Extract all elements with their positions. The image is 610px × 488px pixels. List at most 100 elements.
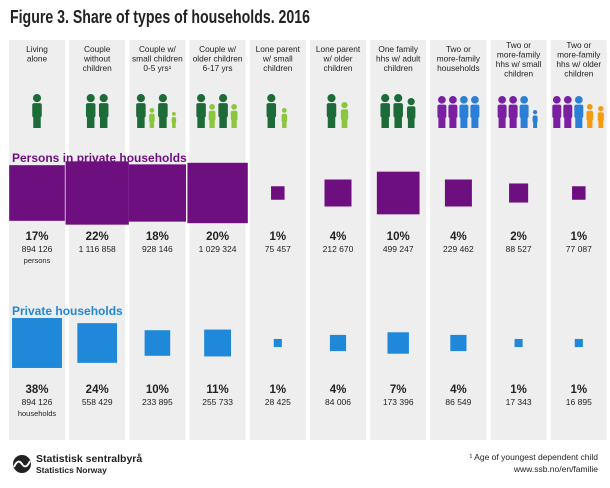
- column-label: small children: [132, 54, 183, 64]
- icon-head: [209, 104, 215, 110]
- icon-head: [219, 94, 228, 103]
- icon-legs: [341, 116, 348, 128]
- share-square: [509, 183, 529, 203]
- column-label: children: [384, 63, 413, 73]
- share-square: [514, 338, 523, 348]
- icon-legs: [327, 112, 336, 128]
- icon-head: [438, 96, 446, 104]
- person-icon: [393, 94, 403, 128]
- title: Figure 3. Share of types of households. …: [10, 7, 310, 27]
- icon-head: [532, 110, 538, 115]
- share-square: [572, 186, 586, 200]
- icon-legs: [282, 119, 287, 128]
- section-title: Private households: [12, 304, 123, 318]
- icon-legs: [394, 112, 402, 128]
- count-label: 75 457: [265, 244, 291, 254]
- column-background: [69, 40, 126, 440]
- icon-head: [471, 96, 479, 104]
- person-icon: [574, 96, 584, 128]
- person-icon: [149, 108, 155, 128]
- percent-label: 17%: [25, 231, 48, 243]
- count-label: 173 396: [383, 397, 414, 407]
- percent-label: 1%: [510, 384, 527, 396]
- icon-head: [394, 94, 403, 103]
- person-icon: [136, 94, 146, 128]
- icon-legs: [460, 113, 468, 128]
- column-label: w/ older: [322, 54, 352, 64]
- share-square: [187, 162, 248, 224]
- percent-label: 4%: [330, 231, 347, 243]
- icon-legs: [471, 113, 479, 128]
- icon-head: [498, 96, 506, 104]
- person-icon: [171, 112, 177, 128]
- count-label: 77 087: [566, 244, 592, 254]
- person-icon: [497, 96, 507, 128]
- icon-head: [281, 108, 287, 113]
- column-label: 6-17 yrs: [203, 63, 233, 73]
- person-icon: [519, 96, 529, 128]
- share-square: [9, 165, 65, 221]
- share-square: [444, 179, 472, 207]
- share-square: [324, 179, 352, 207]
- person-icon: [218, 94, 228, 128]
- icon-head: [32, 94, 42, 103]
- icon-legs: [137, 112, 145, 128]
- icon-head: [136, 94, 145, 103]
- column-label: children: [263, 63, 292, 73]
- icon-legs: [553, 113, 561, 128]
- person-icon: [459, 96, 469, 128]
- icon-legs: [209, 117, 215, 128]
- share-square: [387, 332, 409, 354]
- icon-head: [231, 104, 237, 110]
- count-label: 88 527: [506, 244, 532, 254]
- person-icon: [98, 94, 109, 128]
- icon-legs: [449, 113, 457, 128]
- column-background: [249, 40, 306, 440]
- person-icon: [597, 106, 604, 128]
- column-label: w/ small: [262, 54, 293, 64]
- icon-legs: [564, 113, 572, 128]
- column-label: Lone parent: [316, 44, 361, 54]
- count-label: 212 670: [323, 244, 354, 254]
- icon-legs: [575, 113, 583, 128]
- icon-legs: [231, 117, 237, 128]
- icon-head: [327, 94, 336, 103]
- count-label: 558 429: [82, 397, 113, 407]
- icon-head: [520, 96, 528, 104]
- person-icon: [266, 94, 277, 128]
- icon-legs: [149, 119, 155, 128]
- count-label: 894 126: [22, 244, 53, 254]
- person-icon: [326, 94, 337, 128]
- icon-legs: [172, 120, 176, 128]
- icon-head: [381, 94, 390, 103]
- icon-legs: [381, 112, 389, 128]
- column-label: Living: [26, 44, 48, 54]
- icon-legs: [533, 119, 538, 128]
- org-name-en: Statistics Norway: [36, 465, 107, 475]
- column-label: without: [83, 54, 111, 64]
- icon-legs: [33, 112, 41, 128]
- count-label: 84 006: [325, 397, 351, 407]
- share-square: [329, 334, 347, 352]
- person-icon: [448, 96, 458, 128]
- icon-legs: [219, 112, 227, 128]
- column-label: Couple w/: [199, 44, 237, 54]
- person-icon: [85, 94, 96, 128]
- count-label: 86 549: [445, 397, 471, 407]
- icon-head: [99, 94, 108, 103]
- person-icon: [407, 98, 416, 128]
- column-label: 0-5 yrs¹: [143, 63, 171, 73]
- icon-legs: [509, 113, 517, 128]
- icon-legs: [438, 113, 446, 128]
- share-square: [450, 334, 467, 352]
- section-title: Persons in private households: [12, 151, 187, 165]
- icon-head: [407, 98, 415, 106]
- column-label: older children: [193, 54, 243, 64]
- column-background: [310, 40, 366, 440]
- share-square: [271, 186, 285, 200]
- person-icon: [32, 94, 42, 128]
- logo: [13, 455, 31, 473]
- icon-head: [563, 96, 572, 104]
- percent-label: 1%: [269, 231, 286, 243]
